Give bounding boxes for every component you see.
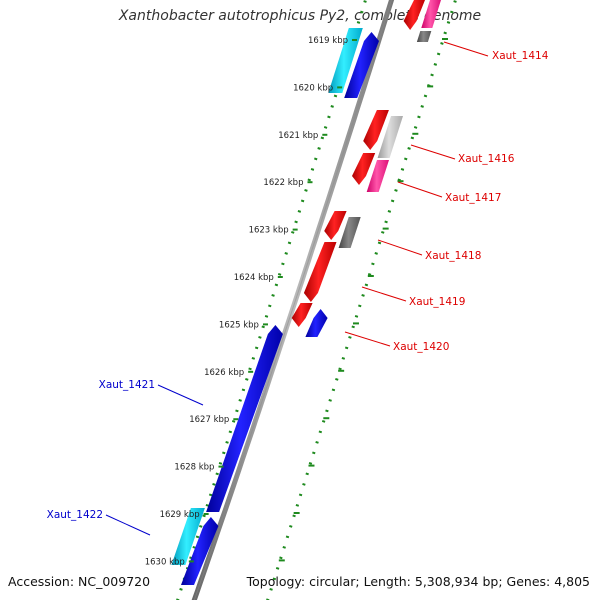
tick-label: 1629 kbp <box>160 510 200 520</box>
map-title: Xanthobacter autotrophicus Py2, complete… <box>118 8 482 24</box>
tick-label: 1630 kbp <box>145 557 185 567</box>
tick-label: 1620 kbp <box>293 83 333 93</box>
gene-label-leader <box>361 286 407 302</box>
gene-lightgray-1416 <box>377 116 403 158</box>
gene-features <box>171 0 441 585</box>
backbone-edge <box>193 0 393 600</box>
gene-label-leader <box>105 514 151 536</box>
gene-label-leader <box>410 144 456 160</box>
gene-label[interactable]: Xaut_1422 <box>47 509 103 521</box>
gene-red-1419 <box>303 242 337 302</box>
gene-label[interactable]: Xaut_1420 <box>393 341 449 353</box>
gene-magenta-1414 <box>421 0 441 28</box>
gene-cyan-1422 <box>171 508 205 565</box>
gene-gray-1418 <box>338 217 361 248</box>
gene-blue-1420 <box>305 309 328 337</box>
gene-label-leader <box>377 239 423 256</box>
gene-label-leader <box>443 41 489 57</box>
accession-text: Accession: NC_009720 <box>8 574 151 589</box>
gene-red-1418 <box>324 211 347 240</box>
gene-label[interactable]: Xaut_1416 <box>458 153 515 165</box>
gene-red-1414 <box>403 0 425 30</box>
gene-red-1415 <box>363 110 389 150</box>
gene-label[interactable]: Xaut_1421 <box>99 379 155 391</box>
gene-red-1419b <box>291 303 313 327</box>
tick-group: 1619 kbp 1620 kbp 1621 kbp 1622 kbp 1623 kbp… <box>145 36 448 567</box>
tick-label: 1623 kbp <box>249 226 289 236</box>
tick-label: 1627 kbp <box>189 415 229 425</box>
genome-backbone <box>191 0 395 600</box>
tick-label: 1628 kbp <box>174 463 214 473</box>
gene-label[interactable]: Xaut_1419 <box>409 296 465 308</box>
tick-label: 1624 kbp <box>234 273 274 283</box>
tick-label: 1626 kbp <box>204 368 244 378</box>
gene-blue-1422 <box>181 517 219 585</box>
gene-label[interactable]: Xaut_1418 <box>425 250 481 262</box>
tick-label: 1619 kbp <box>308 36 348 46</box>
gene-label[interactable]: Xaut_1414 <box>492 50 549 62</box>
gene-label-leader <box>397 181 443 198</box>
gene-label[interactable]: Xaut_1417 <box>445 192 501 204</box>
gene-label-leader <box>344 331 391 347</box>
gene-blue-1619 <box>344 32 379 98</box>
gene-label-group: Xaut_1414 Xaut_1416 Xaut_1417 Xaut_1418 Xaut… <box>47 41 549 536</box>
tick-label: 1625 kbp <box>219 320 259 330</box>
gene-red-1416b <box>352 153 376 185</box>
genome-stats-text: Topology: circular; Length: 5,308,934 bp… <box>246 574 590 589</box>
gene-magenta-1417 <box>366 160 389 192</box>
gene-cyan-1619 <box>328 28 363 93</box>
tick-label: 1622 kbp <box>263 178 303 188</box>
tick-label: 1621 kbp <box>278 131 318 141</box>
gene-blue-1421 <box>206 325 283 512</box>
gene-label-leader <box>157 384 204 406</box>
gene-gray-1414 <box>416 31 432 42</box>
